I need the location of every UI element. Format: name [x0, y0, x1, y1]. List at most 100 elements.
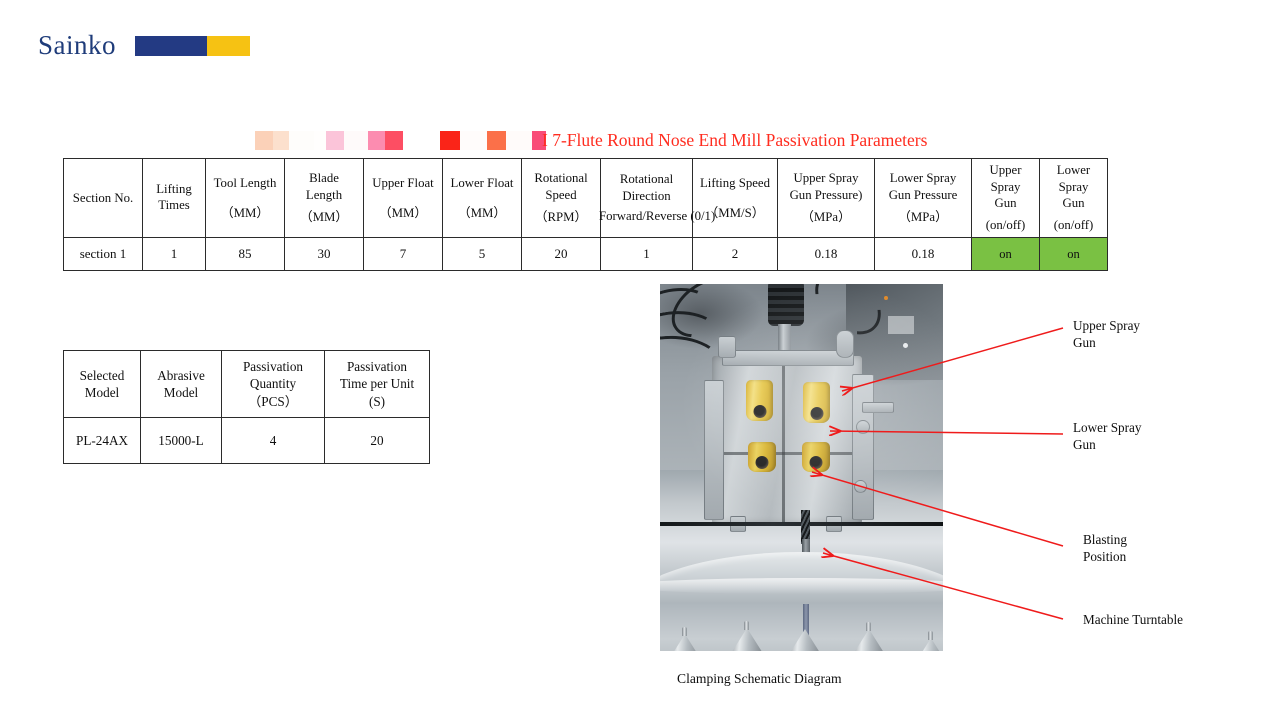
header-title: Lower Spray Gun [1056, 163, 1091, 210]
cell-upper-spray-gun-state: on [971, 237, 1040, 271]
cone-fixture-pin [866, 622, 871, 631]
upper-spray-nozzle-left [746, 380, 773, 421]
header-upper-float: Upper Float （MM） [363, 158, 443, 238]
color-swatch-6 [368, 130, 385, 150]
cell-selected-model: PL-24AX [63, 417, 141, 464]
table-row: section 1 1 85 30 7 5 20 1 2 0.18 0.18 o… [63, 237, 1108, 271]
cell-lower-float: 5 [442, 237, 522, 271]
nozzle-bore [809, 456, 823, 469]
color-swatch-4 [326, 130, 344, 150]
header-unit: (on/off) [1053, 218, 1094, 233]
header-passivation-time: Passivation Time per Unit (S) [324, 350, 430, 418]
header-title: Lifting Speed [699, 175, 770, 190]
color-swatch-0 [255, 130, 273, 150]
photo-caption: Clamping Schematic Diagram [677, 671, 842, 686]
table-row: PL-24AX 15000-L 4 20 [63, 417, 430, 464]
cone-fixture-pin [682, 627, 687, 636]
cell-section-no: section 1 [63, 237, 143, 271]
cell-lifting-times: 1 [142, 237, 206, 271]
header-upper-spray-gun-pressure: Upper Spray Gun Pressure) （MPa） [777, 158, 875, 238]
brand-bar-gold [207, 35, 251, 56]
color-swatch-7 [385, 130, 403, 150]
turntable-edge-highlight [660, 578, 943, 594]
header-unit: （MPa） [801, 210, 851, 225]
header-title: Abrasive Model [157, 367, 205, 400]
header-lifting-speed: Lifting Speed （MM/S） [692, 158, 778, 238]
cell-rotational-direction: 1 [600, 237, 693, 271]
manifold-top-plate [722, 350, 854, 366]
header-title: Upper Spray Gun Pressure) [789, 171, 863, 202]
cell-abrasive-model: 15000-L [140, 417, 222, 464]
cone-fixture-pin [744, 621, 749, 630]
header-unit: （MM/S） [705, 206, 765, 220]
manifold-seam [712, 452, 862, 455]
header-unit: （MM） [299, 210, 349, 225]
color-swatch-13 [532, 130, 546, 150]
manifold-side-plate-right [852, 374, 874, 520]
spindle-bellows [768, 284, 804, 326]
header-title: Upper Spray Gun [989, 163, 1022, 210]
color-swatch-12 [506, 130, 532, 150]
manifold-fitting-right [836, 330, 854, 358]
brand-logo: Sainko [38, 30, 251, 61]
manifold-seam [782, 356, 785, 524]
brand-bar-blue [135, 35, 208, 56]
header-section-no: Section No. [63, 158, 143, 238]
brand-name: Sainko [38, 30, 117, 60]
header-lower-spray-gun-pressure: Lower Spray Gun Pressure （MPa） [874, 158, 972, 238]
color-swatch-5 [344, 130, 368, 150]
header-title: Rotational Speed [534, 171, 588, 202]
header-unit: Forward/Reverse (0/1) [599, 209, 716, 224]
manifold-side-plate-left [704, 380, 724, 520]
indicator-light-icon [884, 296, 888, 300]
color-swatch-3 [314, 130, 326, 150]
color-swatch-1 [273, 130, 289, 150]
upper-spray-nozzle-right [803, 382, 830, 423]
cell-passivation-quantity: 4 [221, 417, 325, 464]
color-swatch-10 [460, 130, 487, 150]
cell-blade-length: 30 [284, 237, 364, 271]
clamping-schematic-photo [660, 284, 943, 651]
header-unit: （PCS） [248, 393, 298, 409]
header-title: Tool Length [213, 175, 277, 190]
cone-fixture-pin [928, 631, 933, 640]
header-rotational-direction: Rotational Direction Forward/Reverse (0/1… [599, 158, 716, 238]
end-mill-flutes [801, 510, 810, 544]
header-title: Rotational Direction [619, 172, 674, 203]
slide-title-row: I 7-Flute Round Nose End Mill Passivatio… [255, 128, 927, 152]
manifold-bracket-stud [854, 480, 867, 493]
model-summary-table: Selected Model Abrasive Model Passivation Q… [63, 350, 430, 464]
cell-upper-float: 7 [363, 237, 443, 271]
cell-lower-spray-gun-state: on [1039, 237, 1108, 271]
label-lower-spray-gun: Lower Spray Gun [1073, 420, 1142, 453]
header-unit: （MM） [378, 206, 428, 220]
header-title: Section No. [72, 190, 134, 205]
cell-rotational-speed: 20 [521, 237, 601, 271]
header-lifting-times: Lifting Times [142, 158, 206, 238]
table-header-row: Selected Model Abrasive Model Passivation Q… [63, 350, 430, 418]
cell-upper-spray-gun-pressure: 0.18 [777, 237, 875, 271]
header-passivation-quantity: Passivation Quantity （PCS） [221, 350, 325, 418]
header-unit: （MM） [220, 206, 270, 220]
header-title: Passivation Time per Unit [339, 359, 415, 392]
header-title: Passivation Quantity [242, 359, 304, 392]
page-title: I 7-Flute Round Nose End Mill Passivatio… [542, 129, 928, 150]
label-upper-spray-gun: Upper Spray Gun [1073, 318, 1141, 351]
machine-screw-highlight [903, 343, 908, 348]
header-blade-length: Blade Length （MM） [284, 158, 364, 238]
tool-reflection [803, 604, 809, 644]
passivation-parameters-table: Section No. Lifting Times Tool Length （MM… [63, 158, 1108, 271]
header-unit: (on/off) [985, 218, 1026, 233]
header-lower-spray-gun: Lower Spray Gun (on/off) [1039, 158, 1108, 238]
machine-panel-label [888, 316, 914, 334]
end-mill-shank [802, 539, 810, 561]
label-blasting-position: Blasting Position [1083, 532, 1127, 565]
color-swatch-9 [440, 130, 460, 150]
manifold-bracket-arm [862, 402, 894, 413]
brand-bars [135, 35, 251, 56]
header-title: Upper Float [372, 175, 434, 190]
header-title: Lifting Times [156, 182, 192, 212]
spray-gun-manifold-block [712, 356, 862, 524]
header-selected-model: Selected Model [63, 350, 141, 418]
color-swatch-11 [487, 130, 506, 150]
